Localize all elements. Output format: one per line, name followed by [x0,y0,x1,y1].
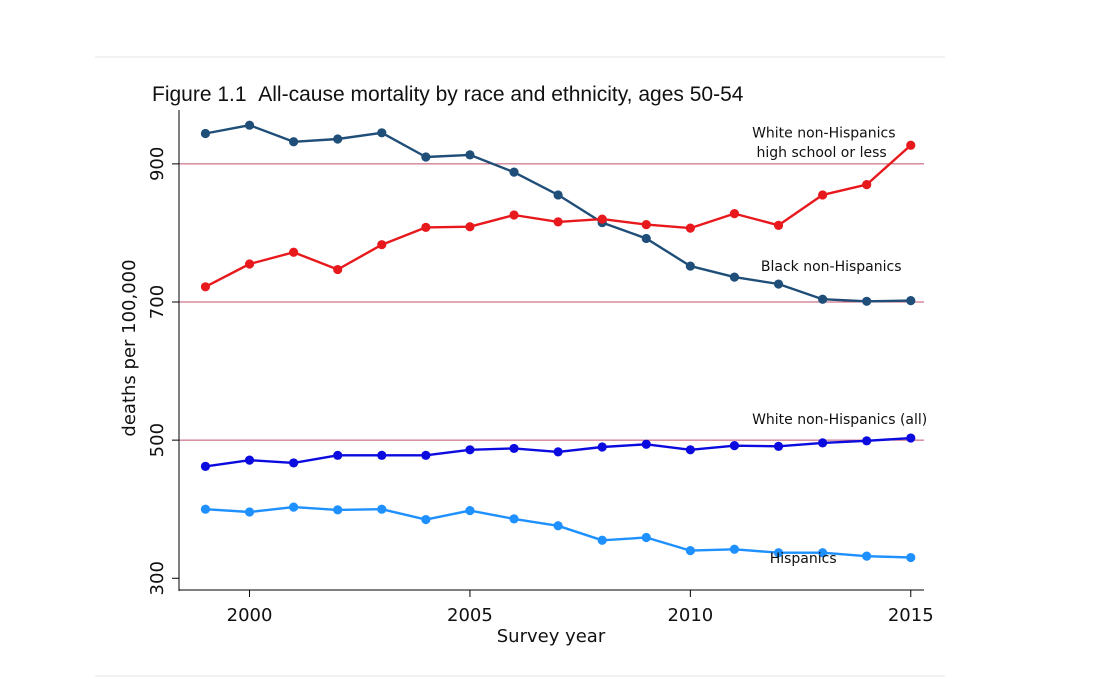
data-point-hispanics-2006 [509,514,519,524]
data-point-hispanics-2004 [421,514,431,525]
data-point-hispanics-2003 [377,504,387,514]
data-point-black-non-hispanics-2009 [641,233,651,244]
x-tick-label-2000: 2000 [227,605,273,626]
data-point-white-non-hispanics-high-school-or-less-2015 [906,140,916,150]
chart-title: Figure 1.1 All-cause mortality by race a… [152,83,744,106]
data-point-white-non-hispanics-all-2008 [597,442,607,452]
annotation-white-hs-line2: high school or less [756,145,886,161]
data-point-hispanics-1999 [200,504,211,514]
data-point-white-non-hispanics-high-school-or-less-2014 [862,179,872,190]
data-point-hispanics-2008 [597,535,607,545]
data-point-white-non-hispanics-high-school-or-less-2010 [685,223,695,233]
data-point-black-non-hispanics-2001 [289,137,299,147]
chart-title-text: All-cause mortality by race and ethnicit… [258,83,744,106]
data-point-black-non-hispanics-2004 [421,152,431,162]
data-point-hispanics-2014 [862,551,872,561]
data-point-white-non-hispanics-high-school-or-less-2005 [465,222,475,232]
data-point-black-non-hispanics-2012 [773,279,784,289]
data-point-white-non-hispanics-all-2012 [773,441,784,451]
data-point-black-non-hispanics-2014 [862,296,872,306]
data-point-white-non-hispanics-all-2014 [862,436,872,446]
data-point-white-non-hispanics-all-2011 [729,441,740,451]
data-point-white-non-hispanics-all-2010 [685,445,695,455]
data-point-white-non-hispanics-all-2007 [553,447,563,457]
data-point-white-non-hispanics-high-school-or-less-1999 [200,282,211,292]
data-point-white-non-hispanics-high-school-or-less-2011 [729,208,740,219]
data-point-black-non-hispanics-2010 [685,261,695,271]
data-point-white-non-hispanics-all-2003 [377,450,387,460]
x-tick-label-2005: 2005 [447,605,493,626]
data-point-black-non-hispanics-2003 [377,128,387,138]
data-point-white-non-hispanics-high-school-or-less-2013 [818,190,828,200]
data-point-black-non-hispanics-2002 [333,134,343,144]
data-point-white-non-hispanics-all-2000 [244,455,255,465]
data-point-white-non-hispanics-high-school-or-less-2001 [289,247,299,257]
data-point-white-non-hispanics-high-school-or-less-2000 [244,259,255,269]
data-point-white-non-hispanics-high-school-or-less-2006 [509,210,519,220]
x-axis-label: Survey year [497,626,606,647]
data-point-hispanics-2012 [773,548,784,558]
data-point-white-non-hispanics-all-2004 [421,450,431,460]
data-point-white-non-hispanics-high-school-or-less-2008 [597,214,607,224]
data-point-hispanics-2009 [641,532,651,543]
data-point-white-non-hispanics-high-school-or-less-2007 [553,217,563,227]
data-point-black-non-hispanics-2005 [465,150,475,160]
series-black-non-hispanics [200,120,916,306]
data-point-white-non-hispanics-all-2002 [333,450,343,460]
series-white-non-hispanics-all [200,433,916,471]
data-point-black-non-hispanics-2006 [509,167,519,177]
data-point-black-non-hispanics-2015 [906,296,916,306]
data-point-hispanics-2011 [729,544,740,554]
data-point-hispanics-2007 [553,521,563,531]
data-point-hispanics-2002 [333,505,343,515]
data-point-white-non-hispanics-all-2001 [289,458,299,468]
data-point-black-non-hispanics-2011 [729,272,740,282]
y-tick-label-300: 300 [147,561,168,595]
data-point-white-non-hispanics-high-school-or-less-2009 [641,220,651,230]
series-layer [200,120,916,563]
data-point-hispanics-2010 [685,546,695,556]
data-point-white-non-hispanics-all-2005 [465,445,475,455]
data-point-white-non-hispanics-all-2009 [641,439,651,449]
data-point-hispanics-2013 [818,548,828,558]
data-point-white-non-hispanics-all-2013 [818,438,828,448]
data-point-black-non-hispanics-1999 [200,128,211,139]
data-point-white-non-hispanics-all-1999 [200,461,211,471]
data-point-black-non-hispanics-2000 [244,120,255,130]
data-point-white-non-hispanics-high-school-or-less-2003 [377,240,387,250]
series-line-hispanics [205,505,911,559]
data-point-white-non-hispanics-high-school-or-less-2012 [773,220,784,230]
data-point-hispanics-2001 [289,502,299,512]
y-tick-label-500: 500 [147,423,168,457]
data-point-white-non-hispanics-high-school-or-less-2002 [333,264,343,275]
annotation-white-all: White non-Hispanics (all) [752,412,927,428]
data-point-black-non-hispanics-2013 [818,294,828,304]
annotation-layer: White non-Hispanics high school or less Bl… [752,126,927,567]
y-tick-label-900: 900 [147,147,168,181]
axes-layer: 2000 2005 2010 2015 300 500 700 900 [147,110,934,626]
series-white-non-hispanics-high-school-or-less [200,140,916,292]
data-point-black-non-hispanics-2007 [553,190,563,200]
reference-lines [179,163,924,441]
annotation-black: Black non-Hispanics [761,259,902,275]
annotation-white-hs-line1: White non-Hispanics [752,126,895,142]
y-axis-label: deaths per 100,000 [119,259,140,436]
data-point-white-non-hispanics-all-2015 [906,433,916,443]
data-point-white-non-hispanics-high-school-or-less-2004 [421,222,431,233]
data-point-white-non-hispanics-all-2006 [509,443,519,454]
x-tick-label-2010: 2010 [667,605,713,626]
series-hispanics [200,502,916,563]
data-point-hispanics-2015 [906,552,916,563]
data-point-hispanics-2000 [244,507,255,517]
data-point-hispanics-2005 [465,505,475,516]
y-tick-label-700: 700 [147,285,168,319]
x-tick-label-2015: 2015 [888,605,934,626]
chart-title-figure: Figure 1.1 [152,83,247,106]
annotation-hispanics: Hispanics [770,551,837,567]
